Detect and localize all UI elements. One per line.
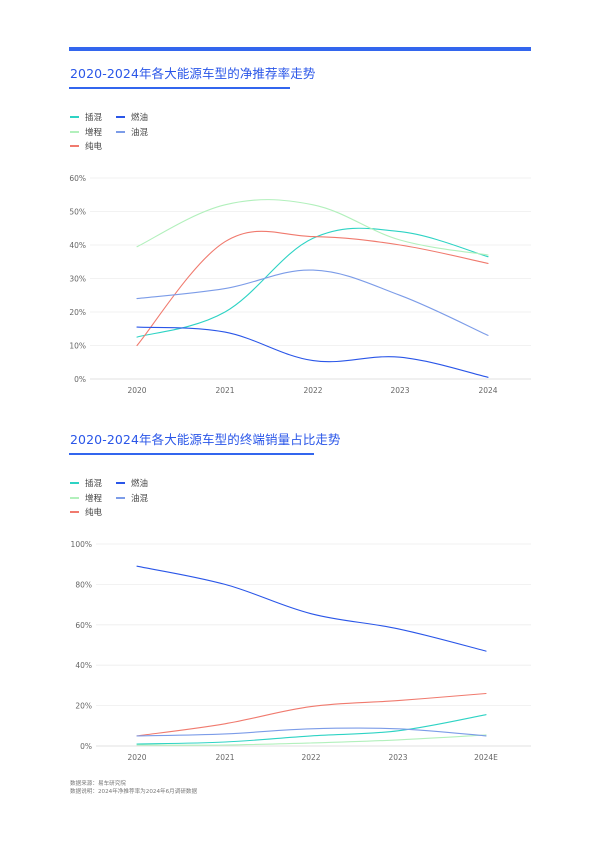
y-tick-label: 0% bbox=[80, 742, 92, 751]
series-line bbox=[136, 692, 487, 737]
y-tick-label: 80% bbox=[75, 580, 92, 589]
legend-swatch bbox=[70, 131, 79, 133]
x-tick-label: 2023 bbox=[388, 753, 407, 762]
footer-source: 数据来源：易车研究院 bbox=[70, 781, 126, 787]
series-line bbox=[136, 199, 489, 256]
series-line bbox=[136, 714, 487, 745]
x-tick-label: 2024E bbox=[474, 753, 498, 762]
y-tick-label: 100% bbox=[71, 540, 92, 549]
legend-swatch bbox=[70, 116, 79, 118]
y-tick-label: 0% bbox=[74, 375, 86, 384]
footer-notes: 数据来源：易车研究院 数据说明：2024年净推荐率为2024年6月调研数据 bbox=[70, 780, 197, 796]
legend-item: 燃油 bbox=[116, 111, 148, 123]
legend-label: 燃油 bbox=[131, 113, 149, 123]
header-accent-bar bbox=[69, 47, 531, 51]
legend-item: 插混 bbox=[70, 477, 102, 489]
y-tick-label: 20% bbox=[75, 702, 92, 711]
x-tick-label: 2021 bbox=[215, 753, 234, 762]
series-line bbox=[136, 565, 487, 652]
legend-label: 插混 bbox=[85, 479, 103, 489]
x-tick-label: 2024 bbox=[478, 386, 497, 395]
footer-note: 数据说明：2024年净推荐率为2024年6月调研数据 bbox=[70, 789, 198, 795]
y-tick-label: 20% bbox=[69, 308, 86, 317]
series-line bbox=[136, 269, 489, 336]
y-tick-label: 40% bbox=[75, 661, 92, 670]
legend-label: 油混 bbox=[131, 494, 149, 504]
series-line bbox=[136, 326, 489, 378]
legend-item: 纯电 bbox=[70, 140, 102, 152]
legend-item: 纯电 bbox=[70, 506, 102, 518]
legend-swatch bbox=[70, 497, 79, 499]
y-tick-label: 40% bbox=[69, 241, 86, 250]
legend-label: 增程 bbox=[85, 494, 103, 504]
legend-label: 燃油 bbox=[131, 479, 149, 489]
legend-item: 插混 bbox=[70, 111, 102, 123]
x-tick-label: 2023 bbox=[390, 386, 409, 395]
chart-1-title: 2020-2024年各大能源车型的净推荐率走势 bbox=[70, 66, 316, 81]
series-line bbox=[136, 227, 489, 338]
x-tick-label: 2021 bbox=[215, 386, 234, 395]
legend-label: 纯电 bbox=[85, 508, 103, 518]
legend-swatch bbox=[116, 116, 125, 118]
chart-1-plot: 0% 10% 20% 30% 40% 50% 60% 2020 2021 2022 2023 2024 bbox=[69, 174, 531, 395]
legend-swatch bbox=[70, 511, 79, 513]
chart-2-plot: 0% 20% 40% 60% 80% 100% 2020 2021 2022 2023 2024E bbox=[71, 540, 531, 762]
series-line bbox=[136, 230, 489, 347]
chart-1-title-underline bbox=[69, 87, 290, 89]
x-tick-label: 2022 bbox=[303, 386, 322, 395]
legend-item: 油混 bbox=[116, 492, 148, 504]
chart-2-title: 2020-2024年各大能源车型的终端销量占比走势 bbox=[70, 432, 341, 447]
legend-item: 油混 bbox=[116, 126, 148, 138]
y-tick-label: 60% bbox=[75, 621, 92, 630]
legend-label: 插混 bbox=[85, 113, 103, 123]
legend-label: 增程 bbox=[85, 128, 103, 138]
legend-swatch bbox=[70, 145, 79, 147]
chart-2-title-underline bbox=[69, 453, 314, 455]
y-tick-label: 30% bbox=[69, 275, 86, 284]
y-tick-label: 60% bbox=[69, 174, 86, 183]
legend-swatch bbox=[116, 482, 125, 484]
x-tick-label: 2020 bbox=[127, 386, 146, 395]
legend-swatch bbox=[116, 131, 125, 133]
series-line bbox=[136, 734, 487, 746]
y-tick-label: 10% bbox=[69, 342, 86, 351]
legend-swatch bbox=[116, 497, 125, 499]
x-tick-label: 2020 bbox=[127, 753, 146, 762]
legend-item: 增程 bbox=[70, 126, 102, 138]
legend-swatch bbox=[70, 482, 79, 484]
legend-item: 增程 bbox=[70, 492, 102, 504]
legend-label: 纯电 bbox=[85, 142, 103, 152]
x-tick-label: 2022 bbox=[301, 753, 320, 762]
series-line bbox=[136, 727, 487, 737]
legend-item: 燃油 bbox=[116, 477, 148, 489]
y-tick-label: 50% bbox=[69, 208, 86, 217]
legend-label: 油混 bbox=[131, 128, 149, 138]
